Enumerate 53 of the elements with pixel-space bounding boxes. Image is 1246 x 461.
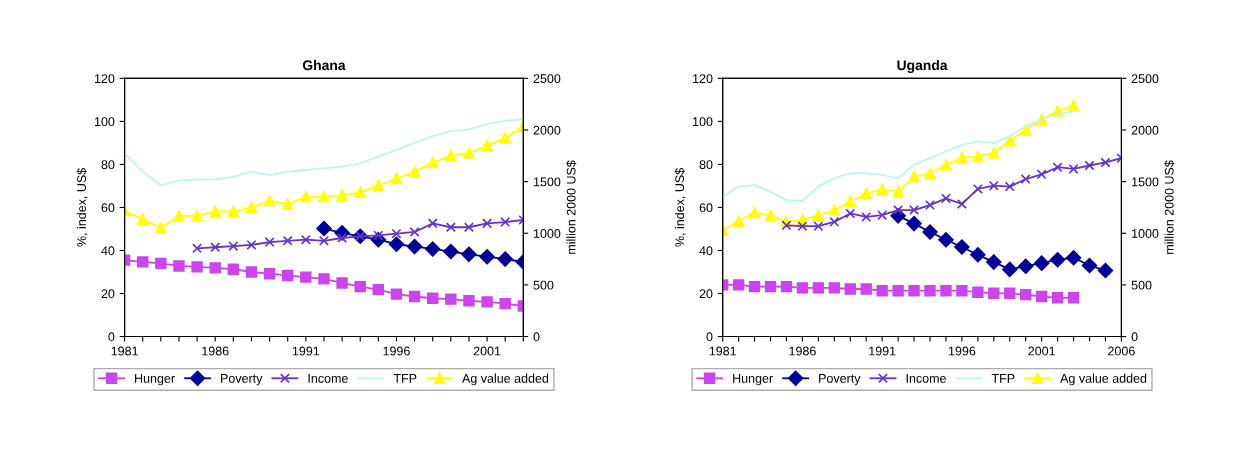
- y2-tick-label: 500: [1131, 280, 1152, 290]
- y-tick-label: 80: [699, 160, 713, 170]
- y2-tick-label: 1500: [534, 177, 561, 187]
- legend-label: Ag value added: [1060, 373, 1147, 386]
- x-tick-label: 2006: [1108, 346, 1135, 356]
- x-tick-label: 1996: [948, 346, 976, 356]
- y-tick-label: 20: [699, 289, 713, 299]
- y-axis-title: %, index, US$: [76, 168, 88, 247]
- y2-tick-label: 2500: [533, 74, 561, 84]
- legend-label: Poverty: [819, 374, 861, 386]
- chart-title: Ghana: [302, 59, 346, 71]
- chart-title: Uganda: [897, 59, 948, 73]
- y2-tick-label: 2500: [1131, 74, 1159, 84]
- x-tick-label: 1981: [111, 346, 138, 356]
- x-tick-label: 1986: [202, 346, 229, 356]
- x-tick-label: 2001: [473, 346, 501, 356]
- y-tick-label: 120: [693, 74, 713, 84]
- x-tick-label: 1991: [869, 346, 896, 356]
- y2-axis-title: million 2000 US$: [1164, 160, 1175, 254]
- y-tick-label: 80: [101, 160, 115, 170]
- x-tick-label: 1991: [292, 346, 320, 356]
- y2-tick-label: 500: [533, 280, 554, 290]
- y2-tick-label: 2000: [533, 125, 561, 135]
- y-tick-label: 20: [101, 289, 115, 299]
- legend-label: Income: [308, 374, 348, 383]
- y-tick-label: 40: [699, 246, 713, 256]
- x-tick-label: 1981: [709, 346, 736, 356]
- x-tick-label: 1986: [789, 346, 816, 356]
- y2-tick-label: 1000: [534, 229, 561, 238]
- y-tick-label: 0: [706, 332, 713, 342]
- y-axis-title: %, index, US$: [674, 168, 686, 247]
- y-tick-label: 100: [94, 117, 115, 127]
- y-tick-label: 120: [94, 74, 115, 84]
- x-tick-label: 2001: [1028, 346, 1055, 356]
- legend-label: TFP: [991, 374, 1015, 383]
- y-tick-label: 0: [108, 332, 115, 342]
- y2-tick-label: 1000: [1132, 229, 1159, 238]
- y-tick-label: 40: [101, 246, 115, 256]
- legend-label: Hunger: [135, 374, 175, 386]
- y-tick-label: 60: [101, 203, 115, 213]
- y2-tick-label: 1500: [1132, 177, 1159, 187]
- legend-label: Ag value added: [462, 373, 549, 386]
- y2-tick-label: 0: [1131, 332, 1138, 342]
- y2-tick-label: 2000: [1131, 125, 1159, 135]
- legend-label: TFP: [393, 374, 417, 383]
- legend-label: Poverty: [221, 374, 263, 386]
- y2-tick-label: 0: [533, 332, 540, 342]
- y-tick-label: 100: [693, 117, 713, 127]
- y2-axis-title: million 2000 US$: [566, 160, 577, 254]
- legend-label: Income: [906, 374, 946, 383]
- y-tick-label: 60: [699, 203, 713, 213]
- legend-label: Hunger: [733, 374, 773, 386]
- x-tick-label: 1996: [383, 346, 410, 356]
